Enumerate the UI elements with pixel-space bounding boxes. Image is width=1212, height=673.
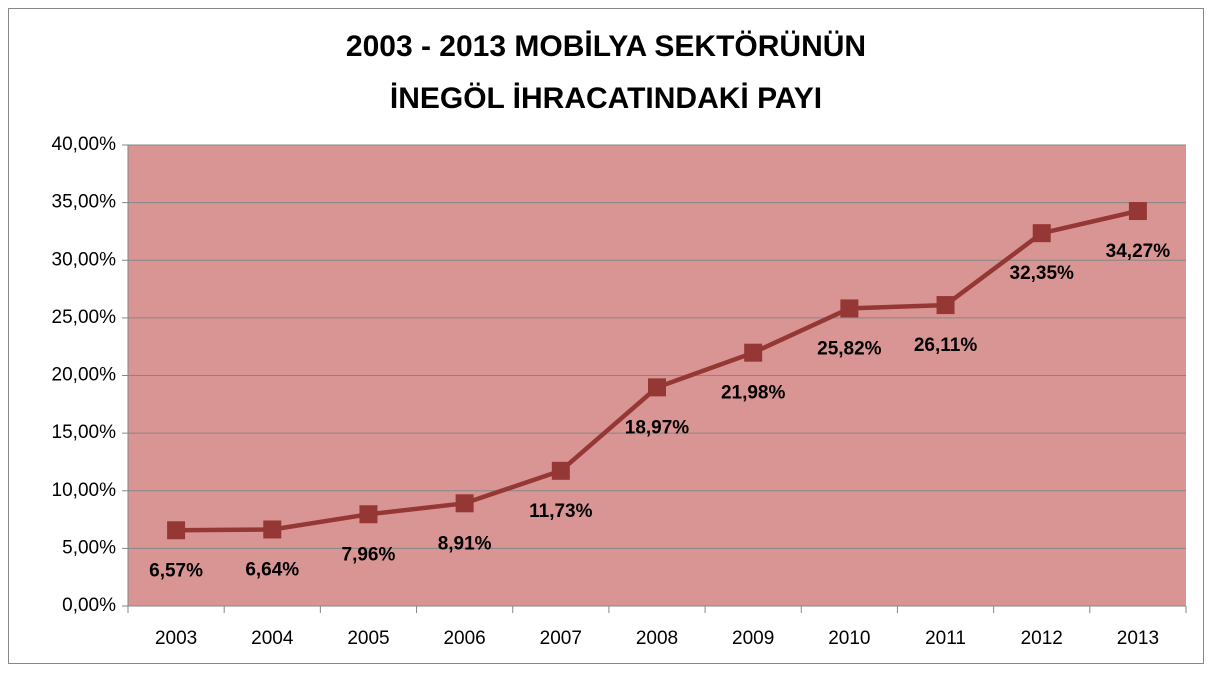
marker: [744, 343, 763, 362]
x-tick-label: 2004: [251, 628, 294, 649]
marker: [1128, 202, 1147, 221]
marker: [648, 378, 666, 397]
x-tick-label: 2007: [540, 628, 582, 649]
data-label: 8,91%: [438, 533, 492, 554]
data-label: 25,82%: [817, 338, 882, 359]
y-tick-label: 40,00%: [52, 134, 117, 155]
marker: [263, 520, 282, 539]
x-tick-label: 2005: [347, 628, 389, 649]
y-tick-label: 30,00%: [52, 249, 117, 270]
y-tick-label: 10,00%: [52, 480, 117, 501]
marker: [359, 505, 378, 524]
marker: [1032, 224, 1051, 243]
x-tick-label: 2012: [1021, 628, 1063, 649]
data-label: 6,64%: [245, 559, 299, 580]
x-tick-label: 2011: [925, 628, 966, 649]
x-tick-label: 2013: [1117, 628, 1159, 649]
chart-title: İNEGÖL İHRACATINDAKİ PAYI: [390, 82, 822, 115]
y-tick-label: 15,00%: [52, 422, 117, 443]
data-label: 6,57%: [149, 560, 203, 581]
data-label: 18,97%: [625, 417, 690, 438]
x-tick-label: 2009: [732, 628, 774, 649]
y-tick-label: 35,00%: [52, 192, 117, 213]
x-tick-label: 2006: [443, 628, 485, 649]
x-tick-label: 2003: [155, 628, 197, 649]
chart-title: 2003 - 2013 MOBİLYA SEKTÖRÜNÜN: [346, 30, 866, 63]
data-label: 21,98%: [721, 383, 786, 404]
marker: [551, 461, 570, 480]
y-tick-label: 20,00%: [52, 365, 117, 386]
data-label: 32,35%: [1010, 263, 1075, 284]
marker: [936, 296, 955, 315]
y-tick-label: 5,00%: [62, 537, 116, 558]
y-tick-label: 25,00%: [52, 307, 117, 328]
data-label: 26,11%: [914, 335, 977, 356]
marker: [455, 494, 474, 513]
data-label: 34,27%: [1106, 241, 1171, 262]
data-label: 11,73%: [529, 501, 592, 522]
x-tick-label: 2008: [636, 628, 678, 649]
data-label: 7,96%: [342, 544, 396, 565]
marker: [167, 521, 186, 540]
y-tick-label: 0,00%: [62, 595, 116, 616]
x-tick-label: 2010: [828, 628, 870, 649]
marker: [840, 299, 859, 318]
